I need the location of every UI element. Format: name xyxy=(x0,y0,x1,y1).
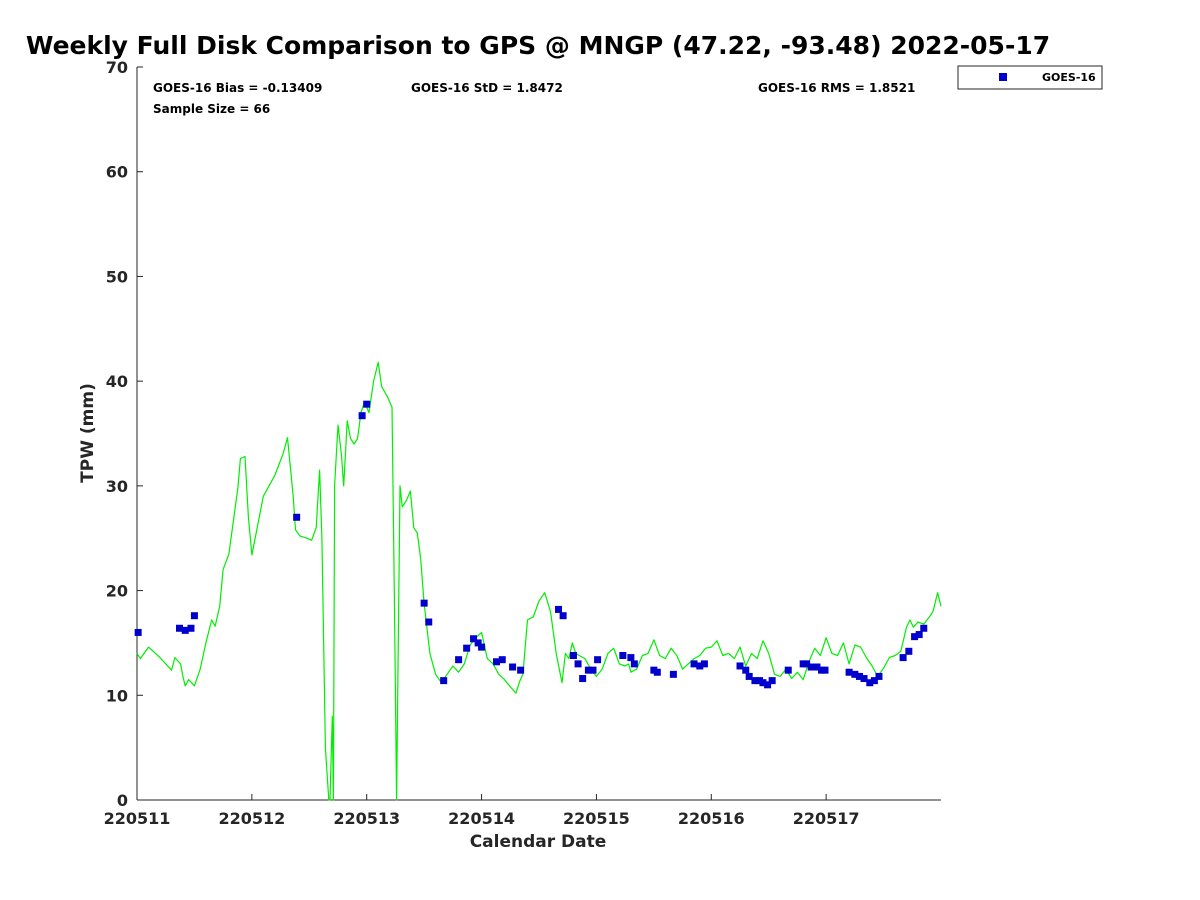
goes16-point xyxy=(358,412,366,420)
rms-stat: GOES-16 RMS = 1.8521 xyxy=(758,81,915,95)
goes16-point xyxy=(498,656,506,664)
goes16-point xyxy=(768,677,776,685)
legend-marker xyxy=(999,73,1007,81)
goes16-point xyxy=(425,618,433,626)
std-stat: GOES-16 StD = 1.8472 xyxy=(411,81,563,95)
y-tick-label: 70 xyxy=(106,58,128,77)
goes16-point xyxy=(690,660,698,668)
y-tick-label: 60 xyxy=(106,163,128,182)
goes16-point xyxy=(813,663,821,671)
goes16-point xyxy=(920,624,928,632)
goes16-point xyxy=(470,635,478,643)
goes16-point xyxy=(594,656,602,664)
goes16-point xyxy=(803,660,811,668)
goes16-point xyxy=(759,679,767,687)
y-tick-label: 20 xyxy=(106,582,128,601)
chart-title: Weekly Full Disk Comparison to GPS @ MNG… xyxy=(26,31,1050,60)
x-axis-label: Calendar Date xyxy=(470,832,607,852)
goes16-point xyxy=(478,643,486,651)
goes16-point xyxy=(905,647,913,655)
y-axis-label: TPW (mm) xyxy=(78,383,98,483)
goes16-point xyxy=(845,668,853,676)
y-ticks: 0 10 20 30 40 50 60 70 xyxy=(106,58,143,810)
goes16-point xyxy=(569,651,577,659)
y-tick-label: 30 xyxy=(106,477,128,496)
goes16-point xyxy=(440,677,448,685)
goes16-point xyxy=(134,628,142,636)
goes16-point xyxy=(509,663,517,671)
goes16-point xyxy=(181,626,189,634)
y-tick-label: 50 xyxy=(106,267,128,286)
goes16-markers xyxy=(134,400,928,689)
stats-block: GOES-16 Bias = -0.13409 GOES-16 StD = 1.… xyxy=(153,81,915,116)
goes16-point xyxy=(190,612,198,620)
x-tick-label: 220514 xyxy=(448,809,515,828)
goes16-point xyxy=(745,672,753,680)
goes16-point xyxy=(293,513,301,521)
goes16-point xyxy=(363,400,371,408)
x-tick-label: 220515 xyxy=(563,809,630,828)
goes16-point xyxy=(875,672,883,680)
goes16-point xyxy=(751,677,759,685)
y-tick-label: 10 xyxy=(106,686,128,705)
x-tick-label: 220513 xyxy=(333,809,400,828)
goes16-point xyxy=(764,681,772,689)
goes16-point xyxy=(866,679,874,687)
goes16-point xyxy=(627,654,635,662)
goes16-point xyxy=(807,663,815,671)
goes16-point xyxy=(187,624,195,632)
goes16-point xyxy=(915,631,923,639)
x-tick-label: 220516 xyxy=(678,809,745,828)
y-tick-label: 40 xyxy=(106,372,128,391)
goes16-point xyxy=(420,599,428,607)
goes16-point xyxy=(474,639,482,647)
goes16-point xyxy=(911,633,919,641)
plot-area xyxy=(134,361,942,801)
goes16-point xyxy=(742,666,750,674)
goes16-point xyxy=(784,666,792,674)
goes16-point xyxy=(696,662,704,670)
goes16-point xyxy=(584,666,592,674)
goes16-point xyxy=(493,658,501,666)
legend-label-goes16: GOES-16 xyxy=(1042,71,1096,84)
goes16-point xyxy=(630,660,638,668)
goes16-point xyxy=(579,675,587,683)
x-tick-label: 220512 xyxy=(218,809,285,828)
goes16-point xyxy=(574,660,582,668)
goes16-point xyxy=(860,675,868,683)
goes16-point xyxy=(455,656,463,664)
goes16-point xyxy=(463,644,471,652)
goes16-point xyxy=(899,654,907,662)
goes16-point xyxy=(736,662,744,670)
goes16-point xyxy=(555,605,563,613)
x-tick-label: 220511 xyxy=(104,809,171,828)
goes16-point xyxy=(855,672,863,680)
goes16-point xyxy=(700,660,708,668)
plot-axes xyxy=(136,67,941,801)
x-ticks: 220511 220512 220513 220514 220515 220516 2205… xyxy=(104,794,860,828)
goes16-point xyxy=(821,666,829,674)
goes16-point xyxy=(517,666,525,674)
x-tick-label: 220517 xyxy=(793,809,860,828)
goes16-point xyxy=(851,670,859,678)
goes16-point xyxy=(559,612,567,620)
goes16-point xyxy=(175,624,183,632)
y-tick-label: 0 xyxy=(117,791,128,810)
bias-stat: GOES-16 Bias = -0.13409 xyxy=(153,81,322,95)
goes16-point xyxy=(619,651,627,659)
gps-series-line xyxy=(136,361,942,801)
goes16-point xyxy=(653,668,661,676)
goes16-point xyxy=(589,666,597,674)
goes16-point xyxy=(669,670,677,678)
sample-size-stat: Sample Size = 66 xyxy=(153,102,270,116)
goes16-point xyxy=(870,677,878,685)
legend-box xyxy=(957,65,1103,90)
legend: GOES-16 xyxy=(957,65,1103,90)
